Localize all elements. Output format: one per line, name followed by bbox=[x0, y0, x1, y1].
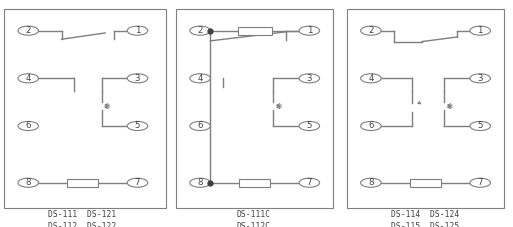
Bar bbox=[347, 9, 504, 208]
Bar bbox=[176, 9, 333, 208]
Text: 8: 8 bbox=[368, 178, 373, 187]
Bar bbox=[68, 179, 98, 187]
Circle shape bbox=[361, 74, 381, 83]
Circle shape bbox=[190, 178, 210, 187]
Text: 8: 8 bbox=[198, 178, 203, 187]
Circle shape bbox=[190, 26, 210, 35]
Circle shape bbox=[361, 26, 381, 35]
Circle shape bbox=[127, 178, 148, 187]
Circle shape bbox=[470, 26, 490, 35]
Text: 4: 4 bbox=[198, 74, 203, 83]
Text: 8: 8 bbox=[26, 178, 31, 187]
Text: 6: 6 bbox=[26, 121, 31, 131]
Text: 7: 7 bbox=[135, 178, 140, 187]
Bar bbox=[4, 9, 166, 208]
Circle shape bbox=[127, 26, 148, 35]
Text: 4: 4 bbox=[368, 74, 373, 83]
Circle shape bbox=[190, 121, 210, 131]
Text: 1: 1 bbox=[478, 26, 483, 35]
Text: 1: 1 bbox=[135, 26, 140, 35]
Text: 5: 5 bbox=[478, 121, 483, 131]
Circle shape bbox=[470, 178, 490, 187]
Circle shape bbox=[18, 121, 38, 131]
Circle shape bbox=[18, 26, 38, 35]
Circle shape bbox=[190, 74, 210, 83]
Text: DS-114  DS-124
DS-115  DS-125
DS-116  DS-126: DS-114 DS-124 DS-115 DS-125 DS-116 DS-12… bbox=[390, 210, 459, 227]
Text: 7: 7 bbox=[478, 178, 483, 187]
Circle shape bbox=[127, 74, 148, 83]
Text: DS-111  DS-121
DS-112  DS-122
DS-113  DS-123: DS-111 DS-121 DS-112 DS-122 DS-113 DS-12… bbox=[48, 210, 116, 227]
Circle shape bbox=[18, 74, 38, 83]
Circle shape bbox=[299, 74, 320, 83]
Text: 3: 3 bbox=[307, 74, 312, 83]
Text: 3: 3 bbox=[135, 74, 140, 83]
Circle shape bbox=[299, 178, 320, 187]
Circle shape bbox=[361, 178, 381, 187]
Text: 7: 7 bbox=[307, 178, 312, 187]
Text: DS-111C
DS-112C
DS-113C: DS-111C DS-112C DS-113C bbox=[237, 210, 271, 227]
Bar bbox=[238, 27, 272, 35]
Circle shape bbox=[361, 121, 381, 131]
Bar bbox=[239, 179, 270, 187]
Text: 6: 6 bbox=[368, 121, 373, 131]
Text: 2: 2 bbox=[368, 26, 373, 35]
Text: 5: 5 bbox=[135, 121, 140, 131]
Text: 4: 4 bbox=[26, 74, 31, 83]
Circle shape bbox=[299, 26, 320, 35]
Circle shape bbox=[470, 74, 490, 83]
Circle shape bbox=[299, 121, 320, 131]
Circle shape bbox=[127, 121, 148, 131]
Text: 6: 6 bbox=[198, 121, 203, 131]
Text: 2: 2 bbox=[198, 26, 203, 35]
Circle shape bbox=[470, 121, 490, 131]
Text: 5: 5 bbox=[307, 121, 312, 131]
Text: 3: 3 bbox=[478, 74, 483, 83]
Bar bbox=[410, 179, 441, 187]
Text: 1: 1 bbox=[307, 26, 312, 35]
Circle shape bbox=[18, 178, 38, 187]
Text: 2: 2 bbox=[26, 26, 31, 35]
